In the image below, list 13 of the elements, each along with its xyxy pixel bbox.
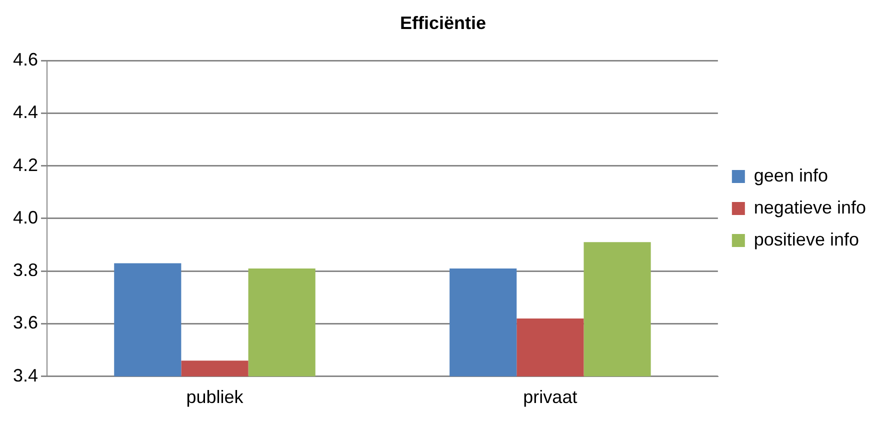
y-tick-label: 4.4: [12, 102, 38, 122]
y-tick-label: 3.4: [12, 365, 38, 386]
y-tick-label: 3.6: [12, 312, 38, 333]
y-tick-label: 4.6: [12, 50, 38, 70]
chart-title: Efficiëntie: [400, 12, 486, 33]
x-tick-label: privaat: [523, 387, 578, 408]
y-tick-label: 3.8: [12, 260, 38, 280]
legend-label: positieve info: [754, 229, 859, 250]
legend-label: negatieve info: [754, 197, 866, 218]
legend-label: geen info: [754, 165, 828, 186]
x-tick-label: publiek: [186, 387, 244, 408]
y-tick-label: 4.0: [12, 207, 38, 228]
y-tick-label: 4.2: [12, 154, 38, 175]
